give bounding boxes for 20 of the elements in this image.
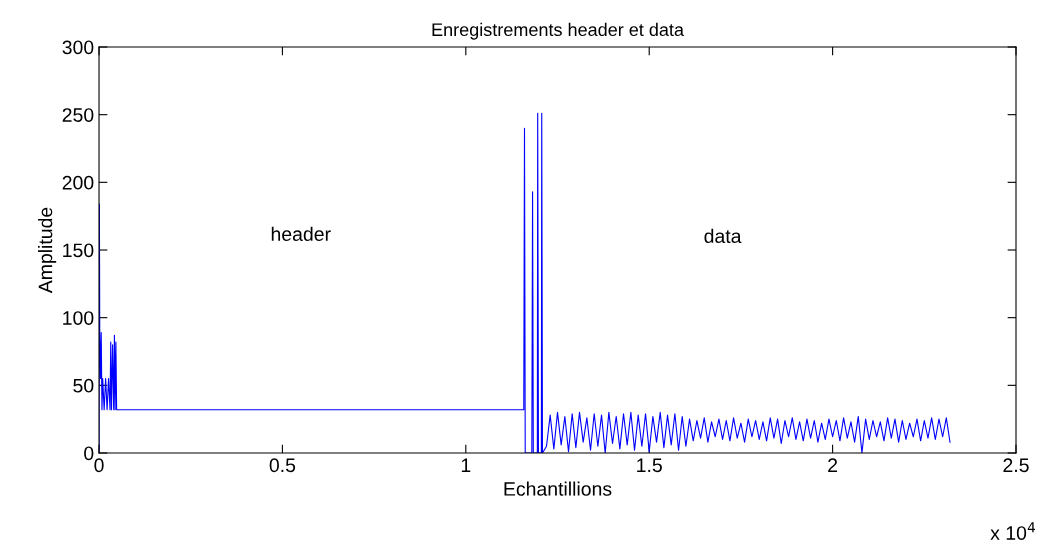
- line-series: [99, 112, 951, 453]
- x-tick-label: 2.5: [1003, 458, 1029, 473]
- text: x 10$^{4}$: [990, 522, 1035, 540]
- x-tick-label: 0.5: [269, 458, 296, 473]
- y-tick-label: 250: [62, 108, 94, 122]
- x-tick-label: 0: [94, 458, 104, 473]
- annotation: data: [704, 228, 742, 244]
- y-tick-label: 0: [84, 446, 94, 461]
- chart-title: Enregistrements header et data: [432, 22, 684, 40]
- y-tick-label: 100: [63, 311, 94, 325]
- x-tick-label: 2: [828, 458, 838, 472]
- x-axis-title: Echantillions: [504, 481, 612, 496]
- y-tick-label: 150: [63, 243, 94, 258]
- y-tick-label: 200: [62, 175, 94, 190]
- y-tick-label: 300: [62, 40, 94, 55]
- annotation: header: [271, 226, 331, 242]
- y-tick-label: 50: [73, 378, 94, 393]
- y-axis-title: Amplitude: [38, 207, 57, 294]
- x-tick-label: 1.5: [637, 458, 662, 473]
- x-tick-label: 1: [461, 458, 471, 472]
